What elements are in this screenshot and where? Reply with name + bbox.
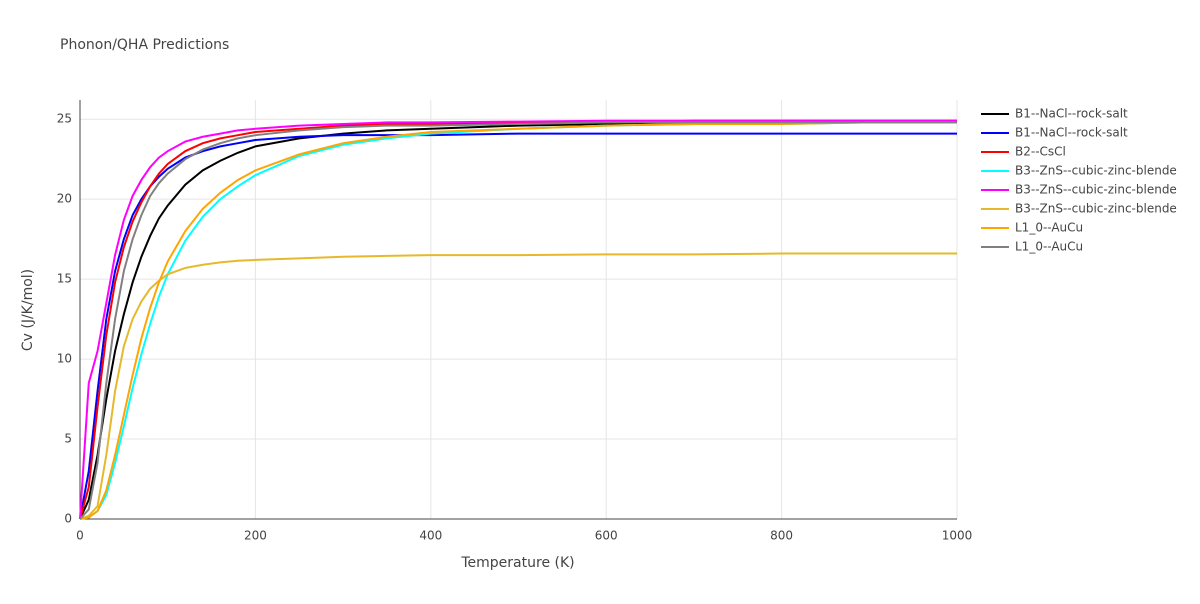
x-axis-label: Temperature (K) bbox=[460, 555, 574, 571]
y-tick-label: 5 bbox=[64, 432, 72, 446]
legend-label: B3--ZnS--cubic-zinc-blende bbox=[1015, 183, 1177, 197]
line-series bbox=[79, 121, 957, 520]
legend-label: B1--NaCl--rock-salt bbox=[1015, 126, 1128, 140]
x-tick-label: 600 bbox=[595, 529, 618, 543]
y-tick-label: 15 bbox=[57, 272, 72, 286]
chart-title: Phonon/QHA Predictions bbox=[60, 37, 229, 53]
legend-label: B2--CsCl bbox=[1015, 145, 1066, 159]
y-tick-label: 25 bbox=[57, 112, 72, 126]
line-series bbox=[79, 121, 957, 520]
line-series bbox=[79, 119, 957, 520]
line-series bbox=[79, 121, 957, 520]
legend-label: L1_0--AuCu bbox=[1015, 240, 1083, 254]
x-tick-label: 400 bbox=[419, 529, 442, 543]
y-axis-label: Cv (J/K/mol) bbox=[20, 269, 36, 351]
line-series bbox=[79, 119, 957, 520]
x-tick-label: 1000 bbox=[942, 529, 973, 543]
x-tick-label: 200 bbox=[244, 529, 267, 543]
line-series bbox=[79, 252, 957, 520]
legend-label: B1--NaCl--rock-salt bbox=[1015, 107, 1128, 121]
y-tick-label: 20 bbox=[57, 192, 72, 206]
x-tick-label: 800 bbox=[770, 529, 793, 543]
legend-label: L1_0--AuCu bbox=[1015, 221, 1083, 235]
x-tick-label: 0 bbox=[76, 529, 84, 543]
y-tick-label: 0 bbox=[64, 512, 72, 526]
line-series bbox=[79, 121, 957, 520]
line-series bbox=[79, 132, 957, 520]
legend-label: B3--ZnS--cubic-zinc-blende bbox=[1015, 164, 1177, 178]
y-tick-label: 10 bbox=[57, 352, 72, 366]
legend-label: B3--ZnS--cubic-zinc-blende bbox=[1015, 202, 1177, 216]
